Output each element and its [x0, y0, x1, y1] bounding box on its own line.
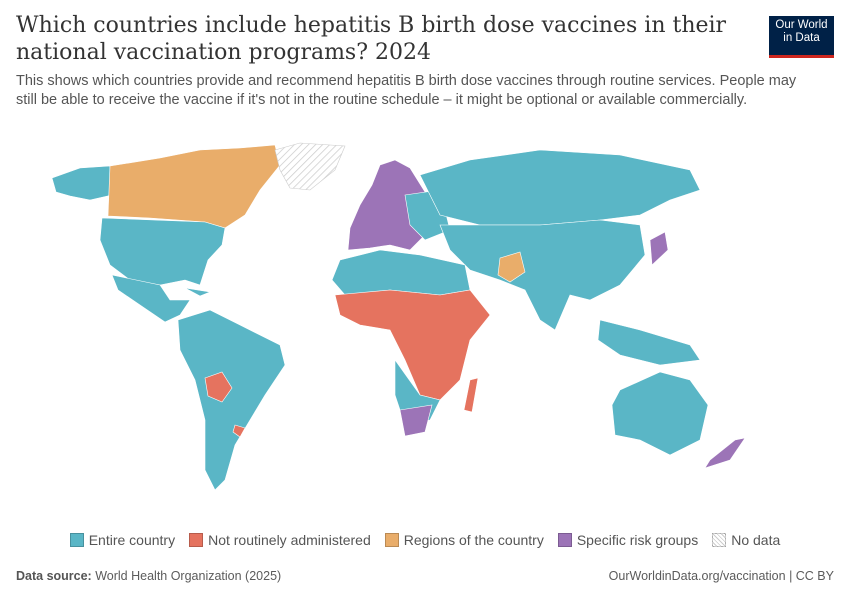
legend-swatch: [69, 533, 84, 547]
footer: Data source: World Health Organization (…: [16, 569, 834, 583]
legend-swatch: [557, 533, 572, 547]
region-pakistan[interactable]: [497, 251, 526, 283]
source-link[interactable]: OurWorldinData.org/vaccination | CC BY: [608, 569, 834, 583]
legend-item-no-data[interactable]: No data: [712, 532, 780, 548]
legend-item-entire-country[interactable]: Entire country: [69, 532, 175, 548]
region-south-africa[interactable]: [399, 404, 433, 437]
legend: Entire country Not routinely administere…: [0, 532, 850, 548]
region-australia[interactable]: [611, 371, 709, 456]
owid-logo[interactable]: Our World in Data: [769, 16, 834, 58]
region-canada[interactable]: [107, 144, 281, 229]
region-se-asia[interactable]: [597, 319, 701, 366]
legend-item-risk-groups[interactable]: Specific risk groups: [557, 532, 698, 548]
region-cuba[interactable]: [184, 287, 212, 297]
legend-item-not-routine[interactable]: Not routinely administered: [189, 532, 371, 548]
region-bolivia[interactable]: [204, 371, 233, 403]
region-alaska[interactable]: [51, 165, 113, 201]
region-madagascar[interactable]: [463, 377, 479, 413]
region-south-america[interactable]: [177, 309, 286, 491]
data-source: Data source: World Health Organization (…: [16, 569, 282, 583]
region-asia[interactable]: [439, 219, 646, 331]
subtitle: This shows which countries provide and r…: [16, 73, 797, 108]
legend-swatch: [712, 533, 727, 547]
legend-swatch: [189, 533, 204, 547]
region-usa[interactable]: [99, 217, 226, 286]
legend-swatch: [384, 533, 399, 547]
page-title: Which countries include hepatitis B birt…: [16, 13, 727, 65]
region-central-africa[interactable]: [334, 289, 491, 401]
region-russia[interactable]: [419, 149, 701, 226]
region-greenland[interactable]: [274, 142, 346, 191]
region-japan[interactable]: [649, 231, 669, 266]
region-uruguay[interactable]: [232, 424, 246, 438]
region-mexico[interactable]: [111, 274, 191, 323]
world-map[interactable]: [0, 130, 850, 520]
region-new-zealand[interactable]: [704, 437, 746, 469]
region-north-africa[interactable]: [331, 249, 471, 296]
legend-item-regions[interactable]: Regions of the country: [384, 532, 544, 548]
